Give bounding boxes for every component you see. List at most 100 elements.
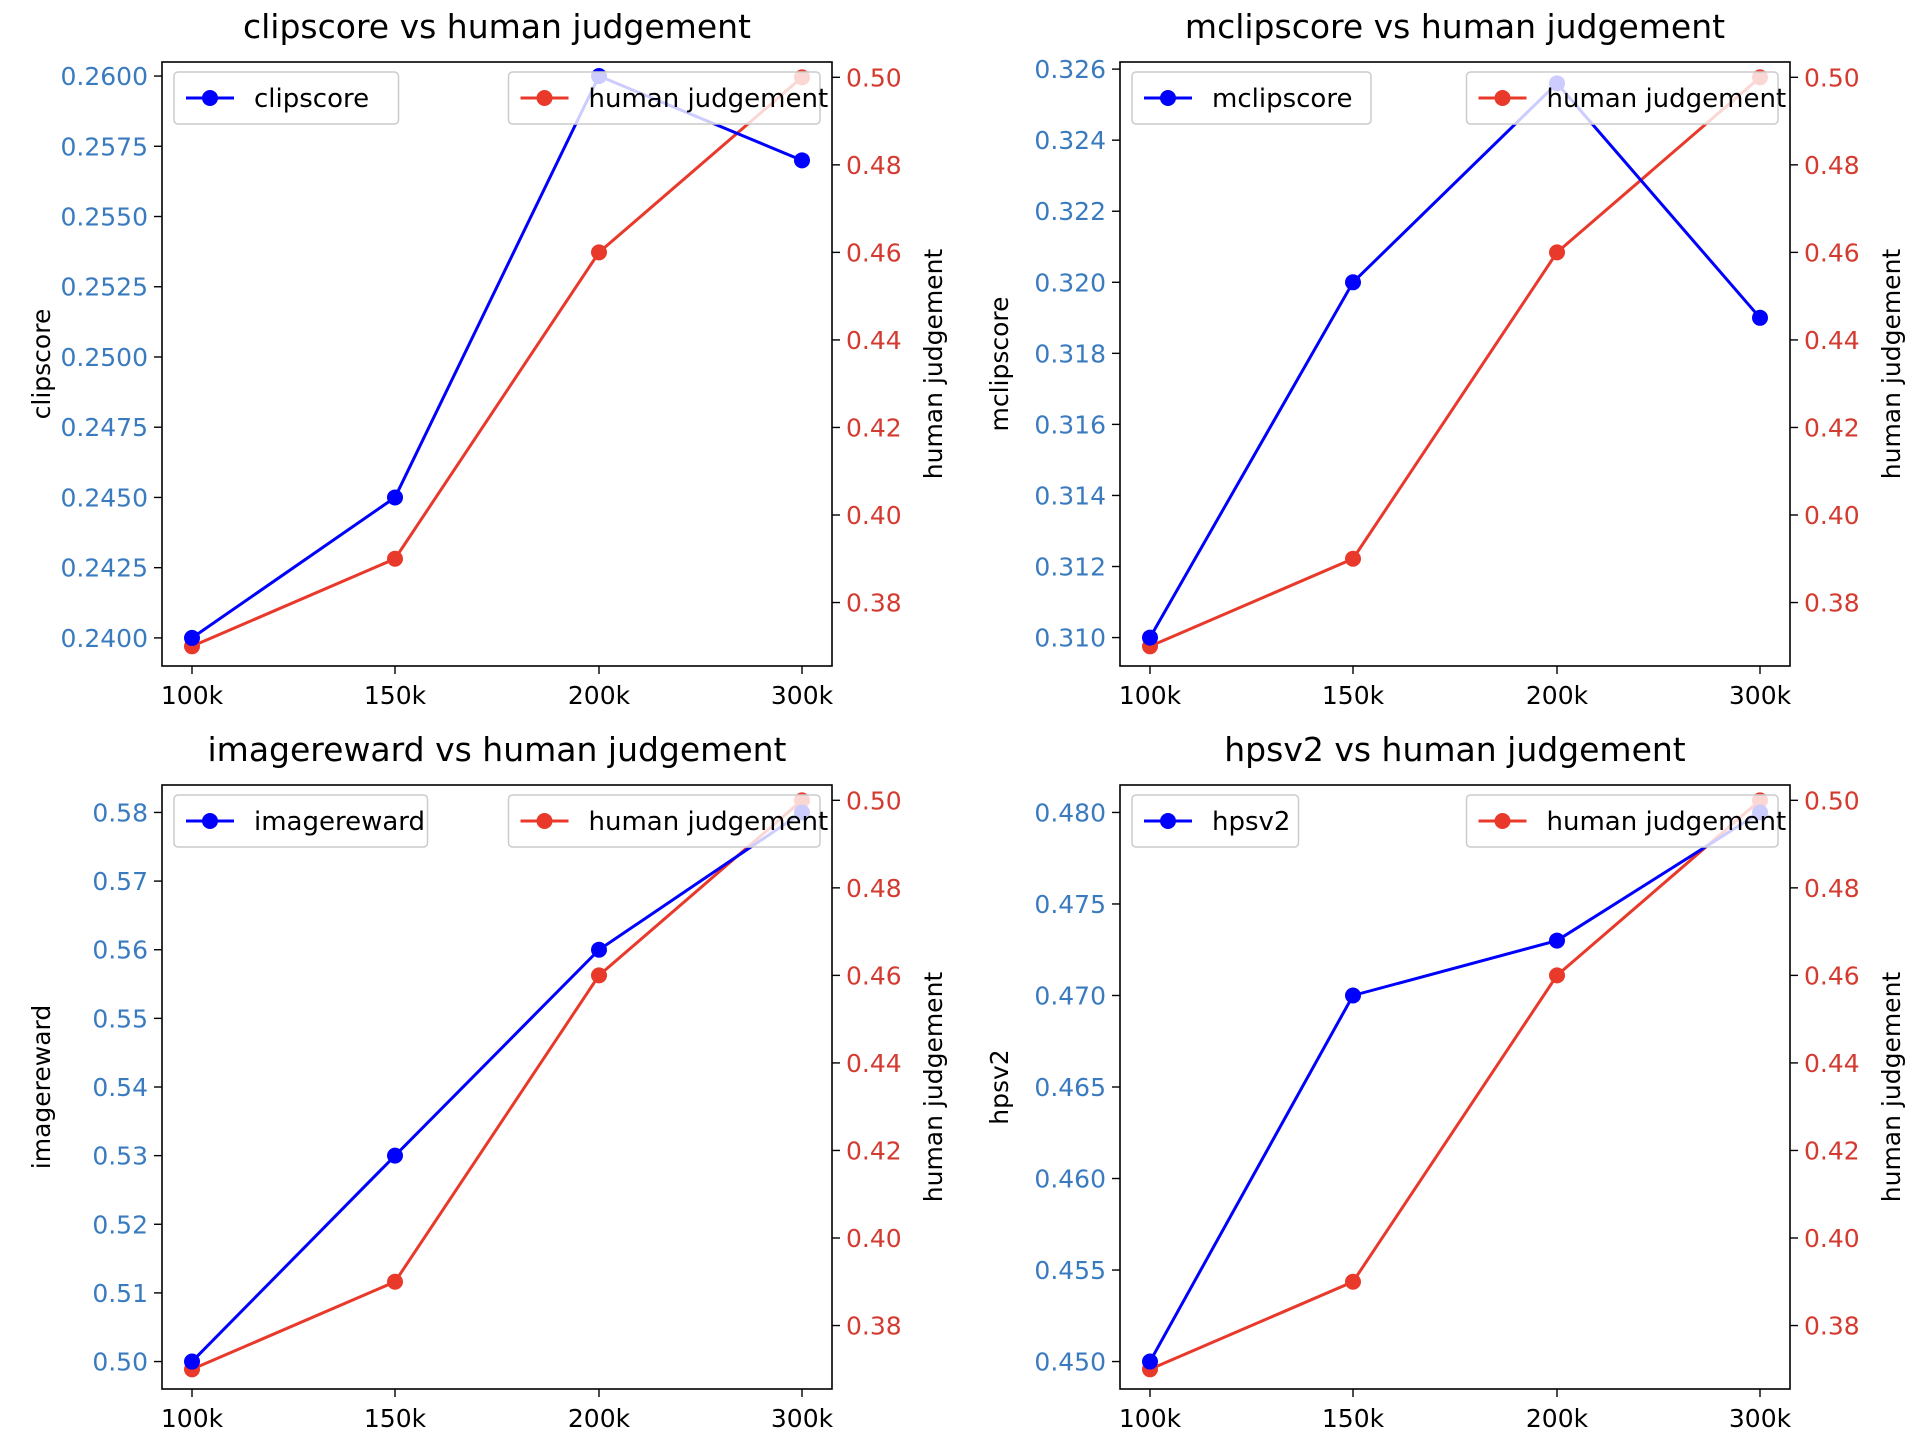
x-tick-label: 100k — [1119, 681, 1182, 710]
x-tick-label: 150k — [364, 681, 427, 710]
y2-tick-label: 0.48 — [846, 874, 902, 903]
y2-axis-label: human judgement — [1877, 972, 1906, 1203]
y-tick-label: 0.58 — [92, 798, 148, 827]
y-axis-label: hpsv2 — [985, 1049, 1014, 1124]
y-tick-label: 0.57 — [92, 867, 148, 896]
legend-marker-swatch — [1494, 90, 1511, 106]
y-tick-label: 0.2475 — [61, 413, 148, 442]
y2-tick-label: 0.46 — [846, 961, 902, 990]
legend-metric: hpsv2 — [1131, 794, 1300, 848]
y-tick-label: 0.52 — [92, 1210, 148, 1239]
y-tick-label: 0.55 — [92, 1004, 148, 1033]
x-tick-label: 200k — [568, 1404, 631, 1433]
data-point — [1142, 1353, 1158, 1370]
legend-metric: imagereward — [173, 794, 429, 848]
series-line-human — [191, 76, 803, 648]
series-line-human — [191, 799, 803, 1371]
y2-tick-label: 0.40 — [1804, 1224, 1860, 1253]
y-tick-label: 0.460 — [1034, 1165, 1106, 1194]
x-tick-label: 150k — [364, 1404, 427, 1433]
y-tick-label: 0.2500 — [61, 343, 148, 372]
legend-metric: mclipscore — [1131, 71, 1372, 125]
x-tick-label: 100k — [161, 1404, 224, 1433]
x-tick-label: 300k — [771, 681, 834, 710]
data-point — [387, 1147, 403, 1164]
y-tick-label: 0.465 — [1034, 1073, 1106, 1102]
y2-tick-label: 0.50 — [846, 786, 902, 815]
series-line-metric — [190, 811, 803, 1363]
y2-axis-label: human judgement — [919, 249, 948, 480]
legend-label: clipscore — [254, 84, 369, 114]
legend-label: hpsv2 — [1212, 807, 1290, 837]
data-point — [1345, 550, 1361, 567]
legend-label: human judgement — [589, 807, 829, 837]
y-tick-label: 0.51 — [92, 1279, 148, 1308]
axes-frame — [161, 61, 833, 667]
y-tick-label: 0.2550 — [61, 203, 148, 232]
y-tick-label: 0.480 — [1034, 798, 1106, 827]
y2-tick-label: 0.38 — [846, 1312, 902, 1341]
legend-marker-swatch — [1494, 813, 1511, 829]
y2-tick-label: 0.40 — [1804, 501, 1860, 530]
y2-axis-label: human judgement — [1877, 249, 1906, 480]
legend-metric: clipscore — [173, 71, 400, 125]
y2-tick-label: 0.38 — [1804, 1312, 1860, 1341]
y2-tick-label: 0.44 — [846, 1049, 902, 1078]
legend-marker-swatch — [1160, 90, 1176, 106]
y2-tick-label: 0.38 — [846, 589, 902, 618]
y2-tick-label: 0.40 — [846, 501, 902, 530]
y2-tick-label: 0.50 — [846, 63, 902, 92]
data-point — [1345, 987, 1361, 1004]
legend-human: human judgement — [1465, 794, 1786, 848]
legend-marker-swatch — [536, 813, 553, 829]
y-tick-label: 0.450 — [1034, 1348, 1106, 1377]
y-tick-label: 0.316 — [1034, 410, 1106, 439]
x-tick-label: 200k — [1526, 1404, 1589, 1433]
x-tick-label: 200k — [568, 681, 631, 710]
legend-label: human judgement — [1547, 84, 1787, 114]
y-tick-label: 0.50 — [92, 1348, 148, 1377]
y-axis-label: imagereward — [27, 1005, 56, 1169]
axes-frame — [161, 784, 833, 1390]
y-tick-label: 0.2600 — [61, 62, 148, 91]
chart-panel-3: imagereward vs human judgement 100k 150k 20… — [27, 730, 948, 1433]
y2-tick-label: 0.44 — [1804, 326, 1860, 355]
y-axis-label: mclipscore — [985, 296, 1014, 431]
y-tick-label: 0.470 — [1034, 981, 1106, 1010]
legend-box — [1131, 71, 1372, 125]
x-tick-label: 150k — [1322, 681, 1385, 710]
legend-human: human judgement — [507, 794, 829, 848]
legend-human: human judgement — [1465, 71, 1787, 125]
y2-tick-label: 0.46 — [846, 238, 902, 267]
data-point — [591, 941, 607, 958]
series-line-metric — [1148, 811, 1761, 1363]
legend-box — [507, 71, 821, 125]
axes-frame — [1119, 61, 1791, 667]
chart-title: clipscore vs human judgement — [243, 7, 751, 46]
y-tick-label: 0.2525 — [61, 273, 148, 302]
legend-box — [173, 71, 400, 125]
data-point — [387, 489, 403, 506]
y-tick-label: 0.310 — [1034, 624, 1106, 653]
x-tick-label: 100k — [161, 681, 224, 710]
data-point — [387, 550, 403, 567]
data-point — [1345, 1273, 1361, 1290]
x-tick-label: 300k — [1729, 681, 1792, 710]
legend-box — [1465, 794, 1779, 848]
data-point — [1752, 309, 1768, 326]
chart-title: hpsv2 vs human judgement — [1224, 730, 1686, 769]
y2-tick-label: 0.44 — [1804, 1049, 1860, 1078]
series-line-metric — [191, 74, 803, 640]
y2-tick-label: 0.42 — [846, 1136, 902, 1165]
chart-panel-4: hpsv2 vs human judgement 100k 150k 200k 300k… — [985, 730, 1906, 1433]
legend-label: imagereward — [254, 807, 425, 837]
y-tick-label: 0.2400 — [61, 624, 148, 653]
data-point — [1549, 932, 1565, 949]
y2-tick-label: 0.46 — [1804, 238, 1860, 267]
y2-tick-label: 0.48 — [846, 151, 902, 180]
y2-tick-label: 0.48 — [1804, 874, 1860, 903]
legend-box — [507, 794, 821, 848]
legend-marker-swatch — [536, 90, 553, 106]
legend-box — [173, 794, 429, 848]
